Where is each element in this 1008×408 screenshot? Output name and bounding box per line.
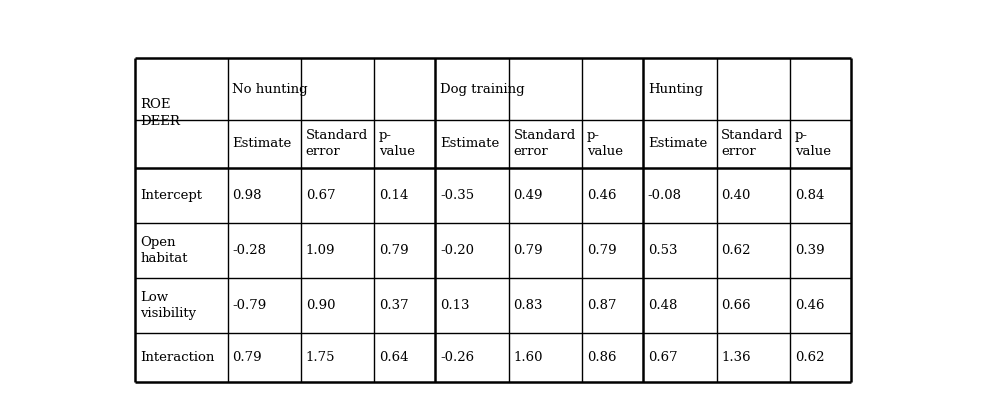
Text: 1.60: 1.60 (513, 351, 543, 364)
Text: Standard
error: Standard error (305, 129, 368, 158)
Text: 0.62: 0.62 (794, 351, 825, 364)
Text: 0.84: 0.84 (794, 189, 825, 202)
Text: Intercept: Intercept (140, 189, 202, 202)
Text: -0.28: -0.28 (232, 244, 266, 257)
Text: p-
value: p- value (794, 129, 831, 158)
Text: 0.67: 0.67 (648, 351, 677, 364)
Text: 0.37: 0.37 (379, 299, 408, 312)
Text: p-
value: p- value (379, 129, 415, 158)
Text: -0.26: -0.26 (440, 351, 474, 364)
Text: 1.36: 1.36 (722, 351, 751, 364)
Text: 0.40: 0.40 (722, 189, 751, 202)
Text: 0.14: 0.14 (379, 189, 408, 202)
Text: 0.83: 0.83 (513, 299, 543, 312)
Text: 0.90: 0.90 (305, 299, 336, 312)
Text: -0.35: -0.35 (440, 189, 474, 202)
Text: Dog training: Dog training (440, 82, 525, 95)
Text: 0.66: 0.66 (722, 299, 751, 312)
Text: Hunting: Hunting (648, 82, 703, 95)
Text: 0.39: 0.39 (794, 244, 825, 257)
Text: 0.64: 0.64 (379, 351, 408, 364)
Text: Low
visibility: Low visibility (140, 291, 197, 320)
Text: Estimate: Estimate (648, 137, 707, 151)
Text: 0.53: 0.53 (648, 244, 677, 257)
Text: Standard
error: Standard error (513, 129, 576, 158)
Text: -0.79: -0.79 (232, 299, 266, 312)
Text: 0.98: 0.98 (232, 189, 262, 202)
Text: Estimate: Estimate (440, 137, 499, 151)
Text: Standard
error: Standard error (722, 129, 783, 158)
Text: No hunting: No hunting (232, 82, 307, 95)
Text: 1.75: 1.75 (305, 351, 336, 364)
Text: 0.67: 0.67 (305, 189, 336, 202)
Text: 0.79: 0.79 (379, 244, 408, 257)
Text: -0.20: -0.20 (440, 244, 474, 257)
Text: 0.86: 0.86 (587, 351, 617, 364)
Text: 0.46: 0.46 (587, 189, 617, 202)
Text: 0.13: 0.13 (440, 299, 470, 312)
Text: Estimate: Estimate (232, 137, 291, 151)
Text: p-
value: p- value (587, 129, 623, 158)
Text: -0.08: -0.08 (648, 189, 681, 202)
Text: 0.79: 0.79 (232, 351, 262, 364)
Text: 0.62: 0.62 (722, 244, 751, 257)
Text: 0.79: 0.79 (587, 244, 617, 257)
Text: 0.79: 0.79 (513, 244, 543, 257)
Text: ROE
DEER: ROE DEER (140, 98, 180, 129)
Text: 1.09: 1.09 (305, 244, 336, 257)
Text: 0.48: 0.48 (648, 299, 677, 312)
Text: 0.46: 0.46 (794, 299, 825, 312)
Text: Interaction: Interaction (140, 351, 215, 364)
Text: 0.87: 0.87 (587, 299, 617, 312)
Text: 0.49: 0.49 (513, 189, 543, 202)
Text: Open
habitat: Open habitat (140, 236, 187, 265)
